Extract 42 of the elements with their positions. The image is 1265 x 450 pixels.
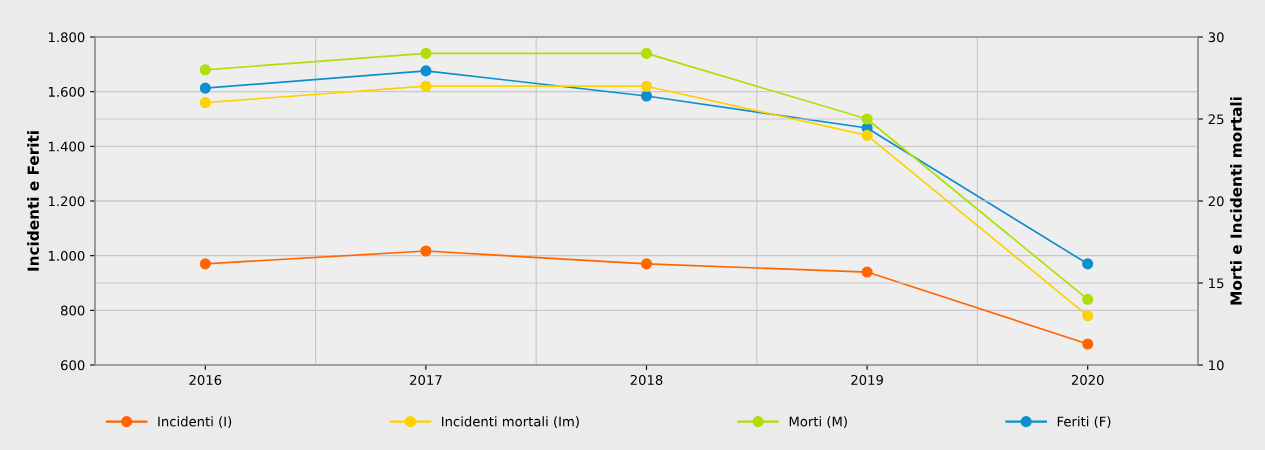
point: [199, 258, 211, 270]
y-tick-label: 1.400: [48, 141, 85, 152]
y2-tick-label: 25: [1208, 114, 1224, 125]
point: [861, 266, 873, 278]
point: [861, 129, 873, 141]
point: [420, 245, 432, 257]
x-tick-label: 2018: [630, 374, 663, 385]
point: [1082, 258, 1094, 270]
point: [640, 80, 653, 92]
point: [420, 47, 432, 59]
point: [1082, 293, 1094, 305]
point: [1082, 310, 1094, 322]
point: [1082, 338, 1094, 350]
y2-tick-label: 15: [1209, 278, 1224, 289]
y-tick-label: 1.600: [48, 86, 85, 97]
point: [640, 90, 653, 102]
y-tick-label: 600: [61, 360, 85, 371]
x-tick-label: 2019: [851, 374, 883, 385]
point: [640, 258, 653, 270]
point: [199, 97, 211, 109]
point: [420, 80, 432, 92]
y2-tick-label: 20: [1208, 196, 1224, 207]
y-tick-label: 1.000: [48, 250, 85, 261]
point: [861, 113, 873, 125]
legend-label: Incidenti (I): [158, 416, 232, 428]
y-axis-title: Incidenti e Feriti: [27, 131, 39, 271]
point: [640, 47, 653, 59]
point: [199, 64, 211, 76]
point: [420, 65, 432, 77]
y-tick-label: 1.200: [48, 196, 85, 207]
y-tick-label: 800: [60, 305, 85, 316]
x-tick-label: 2016: [189, 374, 222, 385]
legend-label: Feriti (F): [1057, 416, 1111, 428]
y-tick-label: 1.800: [48, 32, 85, 43]
y2-axis-title: Morti e Incidenti mortali: [1230, 97, 1242, 305]
y2-tick-label: 10: [1209, 360, 1224, 371]
legend-label: Incidenti mortali (Im): [442, 416, 579, 428]
x-tick-label: 2020: [1071, 374, 1104, 385]
y2-tick-label: 30: [1208, 32, 1224, 43]
legend-label: Morti (M): [789, 416, 847, 428]
x-tick-label: 2017: [410, 374, 442, 385]
point: [199, 82, 211, 94]
